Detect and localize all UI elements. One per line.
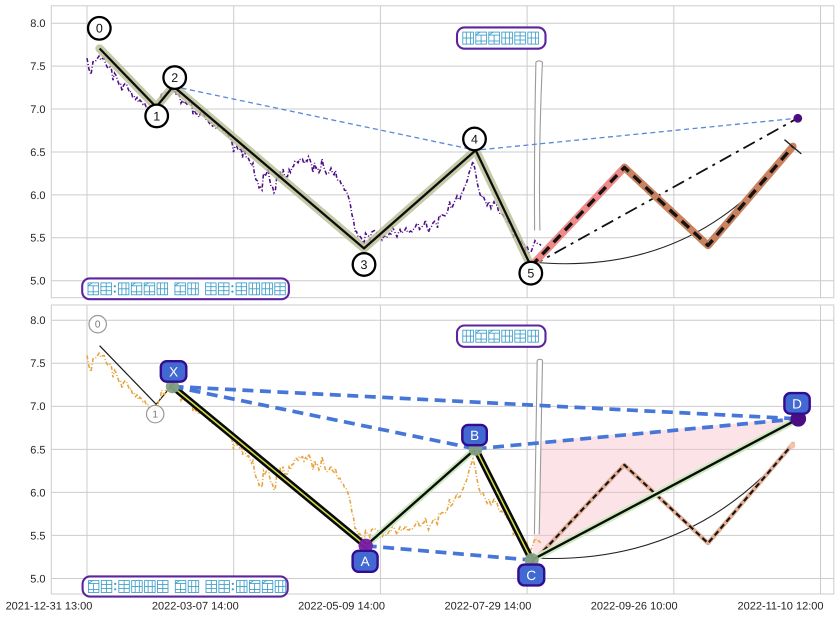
svg-text:8.0: 8.0 — [30, 18, 45, 30]
svg-text:6.5: 6.5 — [30, 147, 45, 159]
svg-text:1: 1 — [152, 410, 158, 421]
svg-text:3: 3 — [361, 258, 368, 272]
svg-text:D: D — [792, 396, 802, 411]
svg-text:2022-07-29 14:00: 2022-07-29 14:00 — [444, 601, 531, 613]
svg-text:0: 0 — [96, 22, 103, 36]
svg-text:2: 2 — [171, 71, 178, 85]
svg-text:5: 5 — [527, 267, 534, 281]
svg-text:2022-09-26 10:00: 2022-09-26 10:00 — [591, 601, 678, 613]
svg-text:5.5: 5.5 — [30, 530, 45, 542]
svg-text:B: B — [470, 428, 479, 443]
svg-text:2022-03-07 14:00: 2022-03-07 14:00 — [152, 601, 239, 613]
svg-text:1: 1 — [153, 109, 160, 123]
svg-text:7.5: 7.5 — [30, 61, 45, 73]
svg-text:7.0: 7.0 — [30, 401, 45, 413]
svg-text:0: 0 — [95, 320, 101, 331]
svg-text:A: A — [361, 554, 370, 569]
svg-text:2022-11-10 12:00: 2022-11-10 12:00 — [737, 601, 823, 613]
svg-text:5.0: 5.0 — [30, 276, 45, 288]
svg-text:7.5: 7.5 — [30, 358, 45, 370]
svg-text:5.0: 5.0 — [30, 573, 45, 585]
svg-text:2021-12-31 13:00: 2021-12-31 13:00 — [6, 601, 93, 613]
svg-text:X: X — [169, 364, 178, 379]
svg-text:4: 4 — [471, 132, 478, 146]
svg-text:2022-05-09 14:00: 2022-05-09 14:00 — [298, 601, 385, 613]
svg-text:6.0: 6.0 — [30, 190, 45, 202]
svg-text:8.0: 8.0 — [30, 315, 45, 327]
svg-text:C: C — [526, 568, 536, 583]
svg-text:7.0: 7.0 — [30, 104, 45, 116]
svg-text:6.5: 6.5 — [30, 444, 45, 456]
svg-text:6.0: 6.0 — [30, 487, 45, 499]
svg-text:5.5: 5.5 — [30, 233, 45, 245]
